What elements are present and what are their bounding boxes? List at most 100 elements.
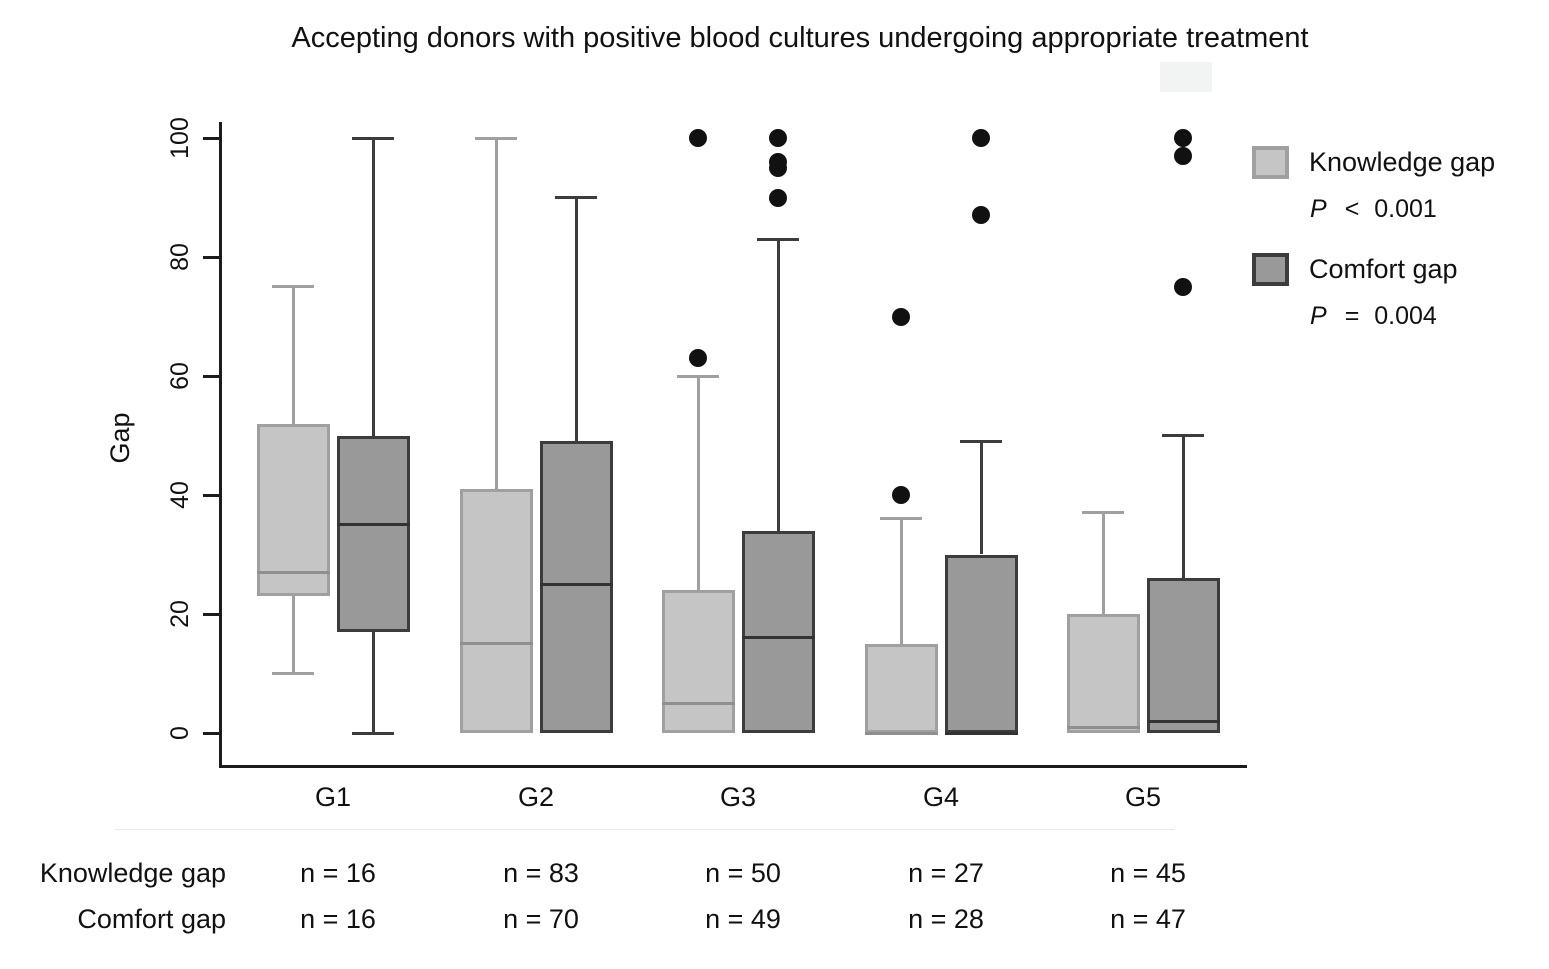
n-count: n = 83 [503,858,579,888]
whisker-upper-knowledge-g5 [1101,512,1105,614]
n-count: n = 50 [705,858,781,888]
box-comfort-g1 [336,435,410,632]
box-comfort-g4 [944,554,1018,733]
whisker-upper-knowledge-g3 [696,376,700,591]
n-count: n = 16 [300,858,376,888]
whisker-upper-knowledge-g4 [899,518,903,644]
median-comfort-g4 [944,731,1018,735]
faint-highlight-artifact [1160,62,1212,92]
y-tick-label: 80 [166,243,194,271]
legend-entry-knowledge: Knowledge gap [1252,146,1548,179]
median-knowledge-g4 [864,731,938,735]
count-row-knowledge: Knowledge gap n = 16 n = 83 n = 50 n = 2… [0,858,1300,892]
y-tick-label: 100 [166,117,194,159]
count-row-comfort: Comfort gap n = 16 n = 70 n = 49 n = 28 … [0,904,1300,938]
whisker-cap-upper-knowledge-g5 [1082,511,1124,515]
y-tick-label: 60 [166,362,194,390]
outlier-comfort-g5-0 [1174,277,1192,296]
whisker-lower-comfort-g1 [371,631,375,733]
box-knowledge-g4 [864,643,938,733]
whisker-upper-comfort-g5 [1181,435,1185,579]
legend-entry-comfort: Comfort gap [1252,253,1548,286]
y-tick-mark [203,136,219,140]
median-knowledge-g3 [661,701,735,705]
y-axis-line [219,122,222,768]
outlier-comfort-g3-0 [769,188,787,207]
count-row-label: Knowledge gap [39,858,226,888]
whisker-cap-upper-comfort-g3 [757,237,799,241]
box-comfort-g2 [539,441,613,733]
faint-divider-line [115,829,1175,830]
n-count: n = 45 [1110,858,1186,888]
box-comfort-g3 [741,530,815,733]
whisker-cap-lower-knowledge-g1 [272,672,314,675]
whisker-cap-upper-comfort-g4 [960,439,1002,443]
n-count: n = 49 [705,904,781,934]
p-symbol: P [1310,195,1327,223]
p-value-text: = 0.004 [1344,302,1437,330]
box-knowledge-g3 [661,590,735,733]
outlier-comfort-g4-0 [972,206,990,225]
chart-title: Accepting donors with positive blood cul… [291,22,1309,54]
x-axis-label-g3: G3 [719,782,757,812]
y-tick-mark [203,612,219,616]
y-tick-label: 20 [166,600,194,628]
median-comfort-g3 [741,636,815,640]
y-tick-label: 40 [166,481,194,509]
y-tick-label: 0 [166,726,194,740]
whisker-cap-upper-comfort-g1 [352,136,394,140]
outlier-comfort-g5-2 [1174,129,1192,147]
whisker-upper-comfort-g2 [574,197,578,442]
outlier-knowledge-g3-1 [689,129,707,147]
median-knowledge-g5 [1066,725,1140,729]
legend-swatch-knowledge [1252,146,1289,179]
box-knowledge-g1 [256,423,330,597]
y-tick-mark [203,731,219,735]
whisker-cap-upper-knowledge-g1 [272,285,314,289]
y-axis-title: Gap [105,412,135,464]
x-axis-line [219,765,1247,768]
median-comfort-g5 [1146,719,1220,723]
n-count: n = 47 [1110,904,1186,934]
y-tick-mark [203,255,219,259]
p-value-comfort: P = 0.004 [1310,302,1548,334]
whisker-upper-comfort-g4 [979,441,983,555]
median-comfort-g2 [539,582,613,586]
whisker-upper-knowledge-g1 [291,286,295,424]
box-knowledge-g2 [459,489,533,733]
whisker-upper-comfort-g1 [371,138,375,436]
whisker-cap-lower-comfort-g1 [352,731,394,735]
x-axis-label-g4: G4 [922,782,960,812]
outlier-knowledge-g3-0 [689,349,707,368]
legend-label-knowledge: Knowledge gap [1309,147,1496,177]
whisker-upper-comfort-g3 [776,239,780,531]
legend-swatch-comfort [1252,253,1289,286]
whisker-cap-upper-comfort-g5 [1162,434,1204,437]
whisker-cap-upper-knowledge-g2 [475,136,517,140]
median-knowledge-g2 [459,642,533,646]
whisker-cap-upper-comfort-g2 [555,196,597,199]
n-count: n = 28 [908,904,984,934]
median-comfort-g1 [336,523,410,527]
whisker-lower-knowledge-g1 [291,596,295,674]
whisker-upper-knowledge-g2 [494,138,498,490]
y-tick-mark [203,374,219,378]
n-count: n = 16 [300,904,376,934]
x-axis-label-g2: G2 [517,782,555,812]
legend: Knowledge gap P < 0.001 Comfort gap P = 0.… [1252,146,1548,334]
median-knowledge-g1 [256,570,330,574]
outlier-comfort-g3-2 [769,152,787,171]
whisker-cap-upper-knowledge-g4 [880,517,922,521]
y-tick-mark [203,493,219,497]
outlier-knowledge-g4-0 [892,486,910,504]
n-count: n = 27 [908,858,984,888]
whisker-cap-upper-knowledge-g3 [677,374,719,378]
legend-label-comfort: Comfort gap [1309,254,1458,284]
box-comfort-g5 [1146,578,1220,733]
n-count: n = 70 [503,904,579,934]
x-axis-label-g5: G5 [1124,782,1162,812]
count-row-label: Comfort gap [77,904,226,934]
p-symbol: P [1310,302,1327,330]
box-knowledge-g5 [1066,614,1140,733]
